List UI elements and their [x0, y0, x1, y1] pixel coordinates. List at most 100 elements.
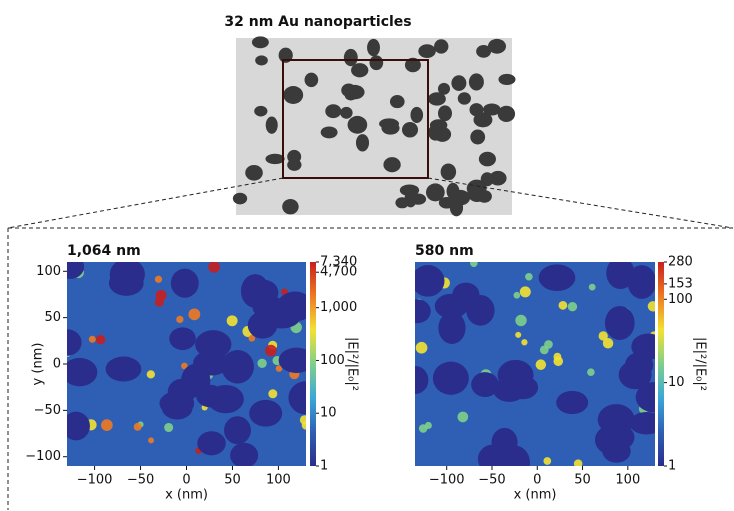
hotspot: [265, 345, 277, 357]
particle: [471, 372, 499, 397]
particle: [498, 74, 515, 85]
colorbar-tick-label: 10: [668, 375, 685, 390]
particle: [434, 39, 448, 53]
particle: [369, 55, 383, 70]
colorbar: [310, 262, 316, 466]
particle: [52, 329, 81, 356]
particle: [400, 184, 419, 196]
particle: [283, 86, 303, 104]
hotspot: [470, 259, 478, 267]
x-tick-label: 50: [224, 473, 241, 488]
particle: [169, 327, 196, 350]
particle: [62, 412, 90, 441]
particle: [379, 118, 399, 129]
hotspot: [101, 419, 113, 431]
colorbar-tick-label: 153: [668, 276, 693, 291]
particle: [348, 116, 368, 134]
hotspot: [568, 302, 577, 311]
particle: [470, 130, 485, 145]
particle: [325, 104, 341, 118]
particle: [619, 360, 652, 389]
particle: [168, 379, 196, 406]
particle: [245, 165, 263, 181]
colorbar-tick-label: 1: [668, 459, 676, 474]
particle: [627, 265, 656, 299]
x-axis-label: x (nm): [514, 488, 557, 503]
hotspot: [520, 286, 531, 297]
hotspot: [208, 261, 220, 273]
colorbar-label: |E|²/|E₀|²: [345, 337, 360, 391]
y-tick-label: 50: [44, 310, 61, 325]
particle: [265, 154, 284, 164]
x-tick-label: −50: [127, 473, 154, 488]
hotspot: [300, 415, 309, 424]
hotspot: [559, 301, 568, 310]
particle: [488, 39, 506, 54]
particle: [207, 385, 243, 413]
particle: [605, 306, 635, 340]
panel-title: 580 nm: [415, 243, 474, 259]
particle: [438, 312, 465, 344]
particle: [383, 157, 400, 172]
x-tick-label: −100: [77, 473, 113, 488]
particle: [106, 357, 142, 382]
hotspot: [155, 276, 162, 283]
hotspot: [134, 423, 142, 431]
particle: [556, 391, 588, 414]
particle: [62, 358, 97, 386]
colorbar-label: |E|²/|E₀|²: [693, 337, 708, 391]
particle: [438, 105, 452, 121]
particle: [433, 362, 469, 395]
y-tick-label: −50: [34, 403, 61, 418]
hotspot: [96, 335, 106, 345]
particle: [287, 150, 301, 164]
particle: [390, 95, 405, 108]
particle: [404, 299, 431, 323]
colorbar-tick-label: 280: [668, 255, 693, 270]
particle: [282, 199, 299, 214]
particle: [255, 55, 268, 65]
x-tick-label: 0: [182, 473, 190, 488]
particle: [367, 39, 380, 56]
hotspot: [148, 437, 154, 443]
particle: [356, 134, 369, 151]
particle: [426, 183, 445, 201]
particle: [233, 193, 247, 205]
particle: [489, 171, 506, 186]
x-tick-label: −100: [429, 473, 465, 488]
particle: [469, 73, 484, 90]
particle: [450, 199, 463, 216]
x-tick-label: −50: [478, 473, 505, 488]
hotspot: [268, 389, 277, 398]
hotspot: [188, 308, 200, 320]
colorbar-tick-label: 1,000: [320, 300, 357, 315]
hotspot: [599, 331, 608, 340]
particle: [230, 443, 258, 468]
particle: [340, 107, 352, 119]
particle: [197, 431, 226, 455]
particle: [402, 122, 418, 138]
x-tick-label: 100: [615, 473, 640, 488]
hotspot: [227, 315, 238, 326]
particle: [279, 348, 315, 373]
hotspot: [521, 339, 527, 345]
hotspot: [156, 290, 167, 301]
particle: [507, 376, 538, 400]
hotspot: [553, 356, 563, 366]
particle: [410, 107, 423, 123]
particle: [171, 269, 199, 298]
hotspot: [514, 292, 521, 299]
hotspot: [544, 340, 553, 349]
particle: [458, 92, 471, 104]
hotspot: [515, 332, 521, 338]
figure-title: 32 nm Au nanoparticles: [224, 14, 411, 30]
particle: [469, 103, 483, 116]
hotspot: [419, 424, 428, 433]
particle: [411, 265, 444, 297]
panel-title: 1,064 nm: [67, 243, 141, 259]
hotspot: [416, 342, 428, 354]
y-tick-label: −100: [25, 449, 61, 464]
y-tick-label: 0: [53, 357, 61, 372]
particle: [344, 49, 358, 66]
x-tick-label: 0: [533, 473, 541, 488]
